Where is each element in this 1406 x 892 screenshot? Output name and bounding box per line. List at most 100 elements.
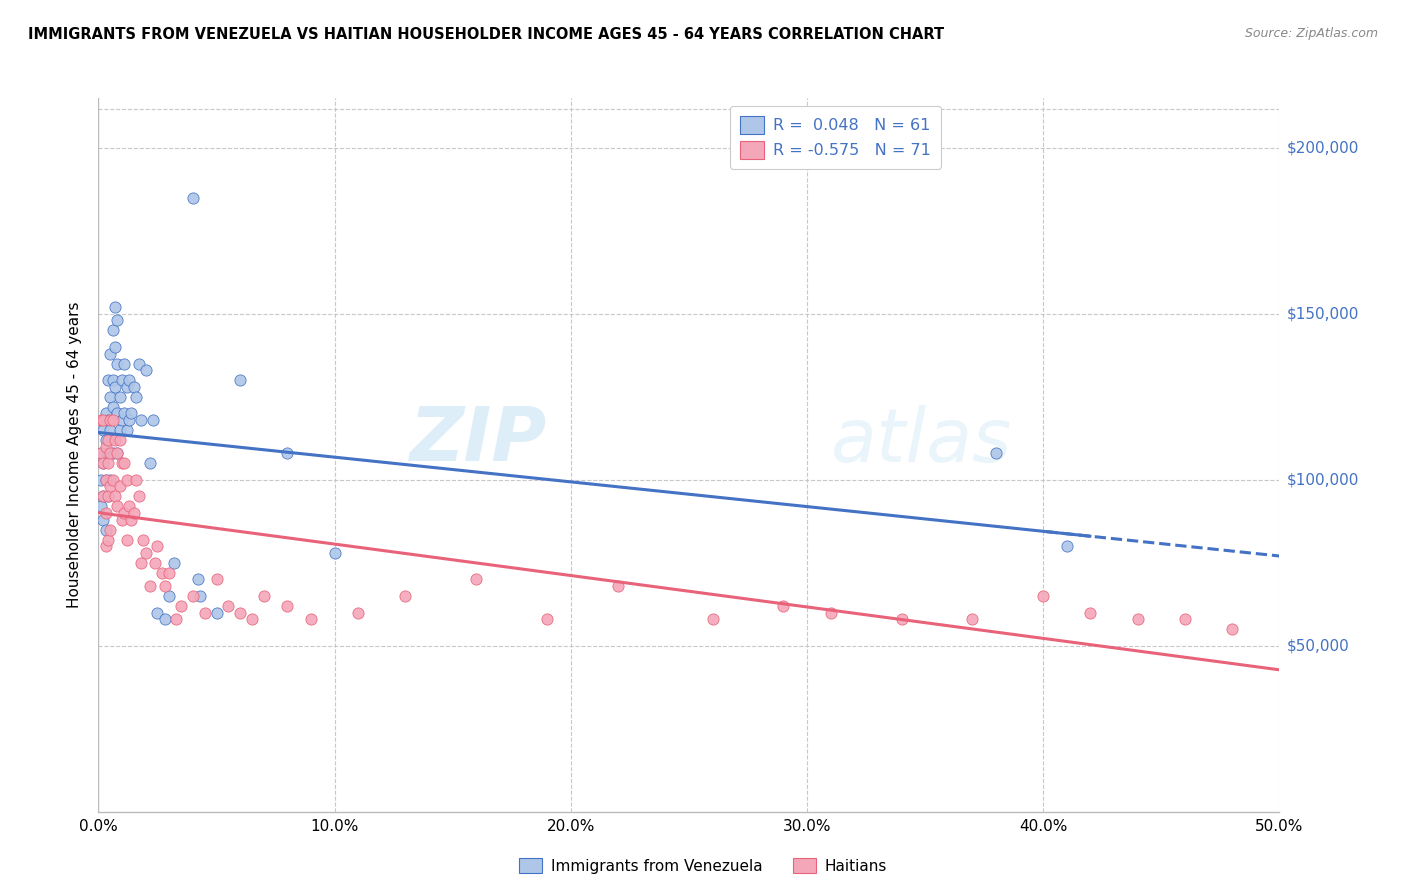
Point bbox=[253, 589, 276, 603]
Point bbox=[97, 490, 120, 504]
Point bbox=[115, 473, 138, 487]
Point bbox=[135, 546, 157, 560]
Point bbox=[129, 413, 152, 427]
Point bbox=[205, 606, 228, 620]
Point bbox=[90, 413, 112, 427]
Point bbox=[115, 533, 138, 547]
Point bbox=[94, 433, 117, 447]
Point bbox=[187, 573, 209, 587]
Point bbox=[394, 589, 416, 603]
Point bbox=[94, 473, 117, 487]
Point bbox=[323, 546, 346, 560]
Point bbox=[121, 513, 143, 527]
Point bbox=[536, 612, 558, 626]
Text: atlas: atlas bbox=[831, 405, 1012, 476]
Point bbox=[98, 423, 121, 437]
Point bbox=[299, 612, 322, 626]
Point bbox=[97, 413, 120, 427]
Point bbox=[101, 323, 124, 337]
Point bbox=[146, 539, 169, 553]
Point bbox=[118, 413, 141, 427]
Point bbox=[112, 357, 135, 371]
Point bbox=[181, 589, 204, 603]
Point bbox=[229, 373, 252, 387]
Point bbox=[347, 606, 370, 620]
Legend: Immigrants from Venezuela, Haitians: Immigrants from Venezuela, Haitians bbox=[513, 852, 893, 880]
Point bbox=[91, 423, 114, 437]
Point bbox=[112, 456, 135, 470]
Text: Source: ZipAtlas.com: Source: ZipAtlas.com bbox=[1244, 27, 1378, 40]
Point bbox=[1080, 606, 1102, 620]
Point bbox=[98, 446, 121, 460]
Point bbox=[111, 513, 134, 527]
Point bbox=[121, 406, 143, 420]
Point bbox=[98, 347, 121, 361]
Point bbox=[820, 606, 842, 620]
Point bbox=[105, 357, 128, 371]
Point bbox=[94, 473, 117, 487]
Point bbox=[90, 500, 112, 514]
Point bbox=[118, 373, 141, 387]
Point bbox=[97, 433, 120, 447]
Point bbox=[984, 446, 1007, 460]
Point bbox=[98, 479, 121, 493]
Point bbox=[104, 433, 127, 447]
Point bbox=[105, 313, 128, 327]
Point bbox=[90, 473, 112, 487]
Text: ZIP: ZIP bbox=[411, 404, 547, 477]
Point bbox=[111, 456, 134, 470]
Point bbox=[108, 433, 131, 447]
Point bbox=[276, 599, 298, 613]
Point bbox=[143, 556, 166, 570]
Point bbox=[98, 390, 121, 404]
Point bbox=[90, 446, 112, 460]
Point bbox=[139, 579, 162, 593]
Point bbox=[104, 380, 127, 394]
Point bbox=[1220, 622, 1243, 636]
Point bbox=[101, 446, 124, 460]
Point bbox=[132, 533, 155, 547]
Point bbox=[139, 456, 162, 470]
Point bbox=[1174, 612, 1197, 626]
Point bbox=[97, 533, 120, 547]
Point bbox=[962, 612, 984, 626]
Point bbox=[157, 566, 180, 580]
Point bbox=[101, 473, 124, 487]
Point bbox=[115, 380, 138, 394]
Point bbox=[1056, 539, 1078, 553]
Point bbox=[170, 599, 193, 613]
Point bbox=[181, 191, 204, 205]
Point bbox=[194, 606, 217, 620]
Point bbox=[97, 456, 120, 470]
Point bbox=[98, 473, 121, 487]
Point bbox=[91, 490, 114, 504]
Point bbox=[607, 579, 630, 593]
Point bbox=[240, 612, 263, 626]
Point bbox=[112, 506, 135, 520]
Point bbox=[772, 599, 794, 613]
Point bbox=[98, 523, 121, 537]
Point bbox=[91, 456, 114, 470]
Point bbox=[90, 446, 112, 460]
Point bbox=[229, 606, 252, 620]
Point bbox=[142, 413, 165, 427]
Point bbox=[129, 556, 152, 570]
Point bbox=[465, 573, 488, 587]
Point bbox=[1032, 589, 1054, 603]
Point bbox=[122, 506, 145, 520]
Point bbox=[108, 390, 131, 404]
Point bbox=[105, 446, 128, 460]
Point bbox=[94, 440, 117, 454]
Point bbox=[1126, 612, 1149, 626]
Point bbox=[97, 373, 120, 387]
Point bbox=[125, 473, 148, 487]
Y-axis label: Householder Income Ages 45 - 64 years: Householder Income Ages 45 - 64 years bbox=[67, 301, 83, 608]
Point bbox=[94, 406, 117, 420]
Text: IMMIGRANTS FROM VENEZUELA VS HAITIAN HOUSEHOLDER INCOME AGES 45 - 64 YEARS CORRE: IMMIGRANTS FROM VENEZUELA VS HAITIAN HOU… bbox=[28, 27, 945, 42]
Point bbox=[153, 612, 176, 626]
Point bbox=[91, 490, 114, 504]
Point bbox=[91, 513, 114, 527]
Point bbox=[163, 556, 186, 570]
Point bbox=[125, 390, 148, 404]
Point bbox=[104, 340, 127, 354]
